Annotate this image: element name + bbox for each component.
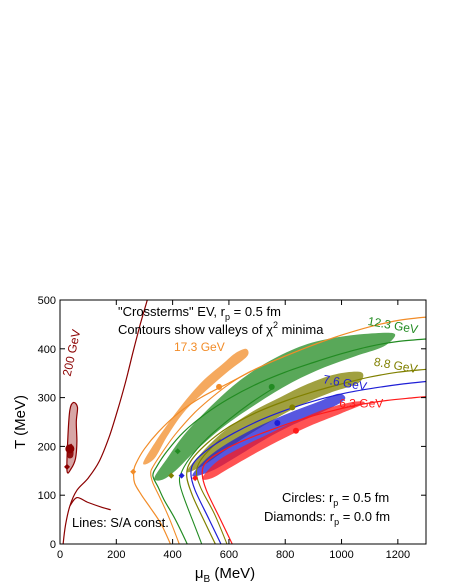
x-tick-label: 800 — [276, 549, 294, 561]
valley-8-8-gev — [186, 371, 364, 473]
line-6-3-gev — [201, 396, 426, 544]
circle-marker-6-3-gev — [292, 427, 299, 434]
line-12-3-gev — [152, 338, 426, 544]
y-tick-label: 0 — [50, 539, 56, 551]
line-low-200-gev — [69, 496, 111, 511]
diamond-marker-12-3-gev — [174, 448, 181, 455]
x-tick-label: 200 — [107, 549, 125, 561]
line-17-3-gev — [132, 316, 426, 544]
annotation-diamonds: Diamonds: rp = 0.0 fm — [264, 509, 390, 527]
valley-12-3-gev — [154, 332, 396, 481]
diamond-marker-17-3-gev — [130, 468, 137, 475]
plot-area — [62, 300, 426, 544]
line-7-6-gev — [190, 380, 426, 544]
x-tick-label: 600 — [220, 549, 238, 561]
annotation-lines-note: Lines: S/A const. — [72, 515, 169, 530]
line-inner-12-3-gev — [178, 387, 275, 544]
line-inner-17-3-gev — [150, 370, 252, 544]
line-8-8-gev — [186, 368, 426, 544]
circle-marker-12-3-gev — [268, 383, 275, 390]
valley-17-3-gev — [143, 348, 249, 465]
y-tick-label: 100 — [38, 490, 56, 502]
x-tick-label: 1200 — [386, 549, 410, 561]
diamond-marker-200-gev — [64, 463, 71, 470]
annotation-contours: Contours show valleys of χ2 minima — [118, 320, 324, 337]
x-axis-title: μB (MeV) — [195, 565, 255, 585]
y-tick-label: 500 — [38, 295, 56, 307]
annotation-circles: Circles: rp = 0.5 fm — [282, 490, 389, 508]
circle-marker-8-8-gev — [289, 404, 296, 411]
x-tick-label: 0 — [57, 549, 63, 561]
valley-6-3-gev — [202, 401, 365, 480]
plot-frame — [59, 299, 427, 545]
annotation-crossterms: "Crossterms" EV, rp = 0.5 fm — [118, 304, 281, 322]
series-label-200-gev: 200 GeV — [60, 328, 84, 377]
valley-200-gev — [66, 401, 79, 474]
series-label-6-3-gev: 6.3 GeV — [339, 396, 383, 410]
diamond-marker-7-6-gev — [178, 472, 185, 479]
axes: 0 200 400 600 800 1000 1200 0 100 200 300 400 500 — [38, 295, 426, 561]
y-tick-label: 300 — [38, 393, 56, 405]
y-axis-title: T (MeV) — [12, 395, 29, 449]
x-tick-label: 400 — [163, 549, 181, 561]
y-tick-label: 200 — [38, 441, 56, 453]
circle-marker-17-3-gev — [216, 383, 223, 390]
circle-marker-7-6-gev — [274, 419, 281, 426]
circle-marker-200-gev — [65, 444, 75, 454]
y-tick-label: 400 — [38, 344, 56, 356]
diamond-marker-6-3-gev — [192, 475, 199, 482]
diamond-marker-8-8-gev — [168, 472, 175, 479]
line-200-gev — [62, 300, 148, 544]
series-label-17-3-gev: 17.3 GeV — [174, 340, 225, 354]
x-tick-label: 1000 — [329, 549, 353, 561]
